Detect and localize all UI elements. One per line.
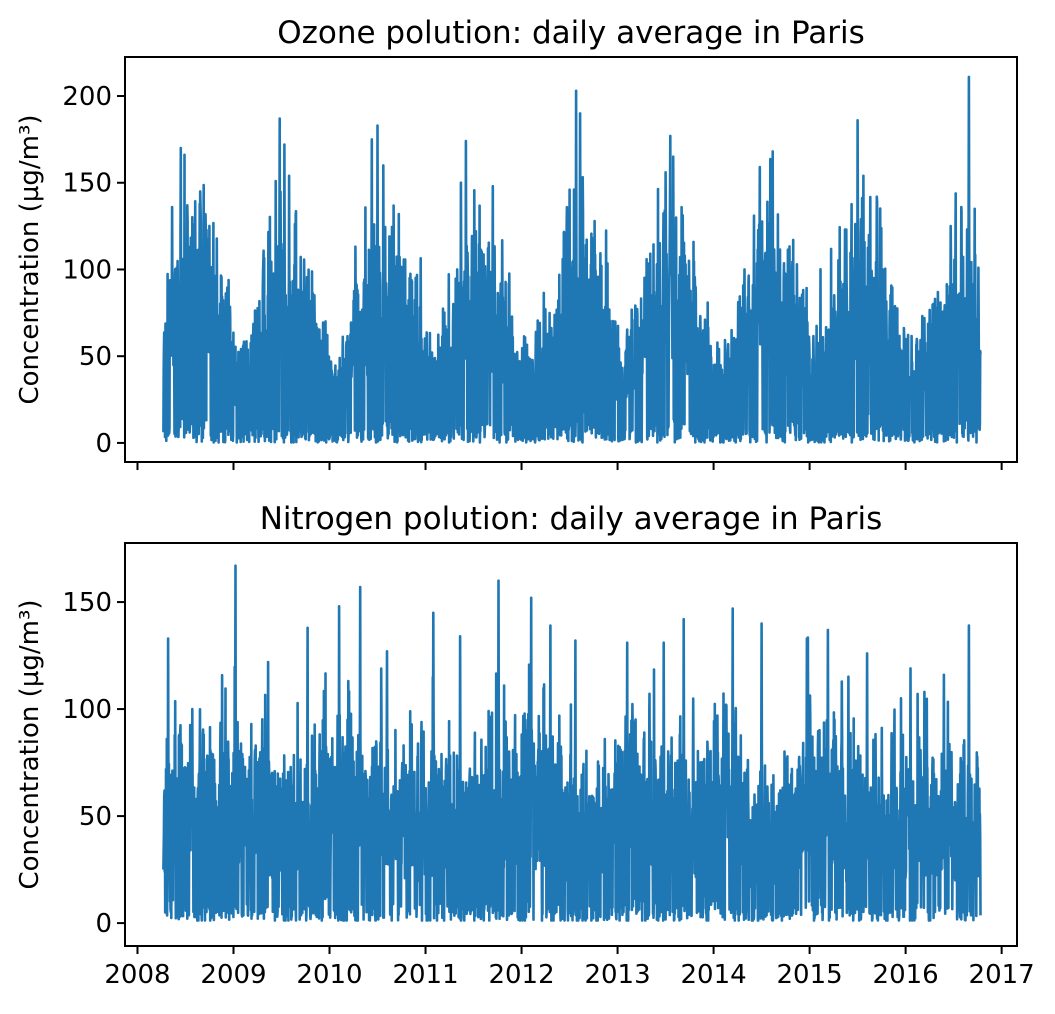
- ozone-plot-area: 0 50 100 150 200: [62, 56, 1018, 470]
- ozone-series-line: [162, 75, 982, 444]
- nitrogen-plot-area: 2008 2009 2010 2011 2012 2013 2014 2015 2016 2017…: [62, 542, 1035, 990]
- axes-frame: [124, 542, 1018, 947]
- x-tick-label: 2012: [488, 960, 554, 990]
- x-tick-label: 2011: [392, 960, 458, 990]
- nitrogen-y-axis-label: Concentration (µg/m³): [15, 599, 45, 889]
- y-tick-label: 50: [79, 802, 112, 832]
- nitrogen-series-line: [162, 564, 982, 922]
- y-tick-label: 200: [62, 82, 112, 112]
- y-tick-label: 0: [95, 909, 112, 939]
- x-tick-label: 2016: [873, 960, 939, 990]
- axes-frame: [124, 56, 1018, 463]
- y-tick-label: 100: [62, 255, 112, 285]
- y-tick-label: 150: [62, 169, 112, 199]
- ozone-chart: Ozone polution: daily average in Paris C…: [15, 15, 1018, 470]
- x-tick-label: 2015: [777, 960, 843, 990]
- x-tick-label: 2014: [680, 960, 746, 990]
- nitrogen-chart: Nitrogen polution: daily average in Pari…: [15, 501, 1035, 990]
- ozone-chart-title: Ozone polution: daily average in Paris: [277, 15, 865, 51]
- x-tick-label: 2008: [104, 960, 170, 990]
- y-tick-label: 150: [62, 588, 112, 618]
- ozone-y-axis-label: Concentration (µg/m³): [15, 114, 45, 404]
- x-tick-label: 2009: [200, 960, 266, 990]
- nitrogen-chart-title: Nitrogen polution: daily average in Pari…: [260, 501, 883, 537]
- x-tick-label: 2017: [969, 960, 1035, 990]
- y-tick-label: 50: [79, 342, 112, 372]
- y-tick-label: 0: [95, 429, 112, 459]
- y-tick-label: 100: [62, 695, 112, 725]
- x-tick-label: 2013: [584, 960, 650, 990]
- x-tick-label: 2010: [296, 960, 362, 990]
